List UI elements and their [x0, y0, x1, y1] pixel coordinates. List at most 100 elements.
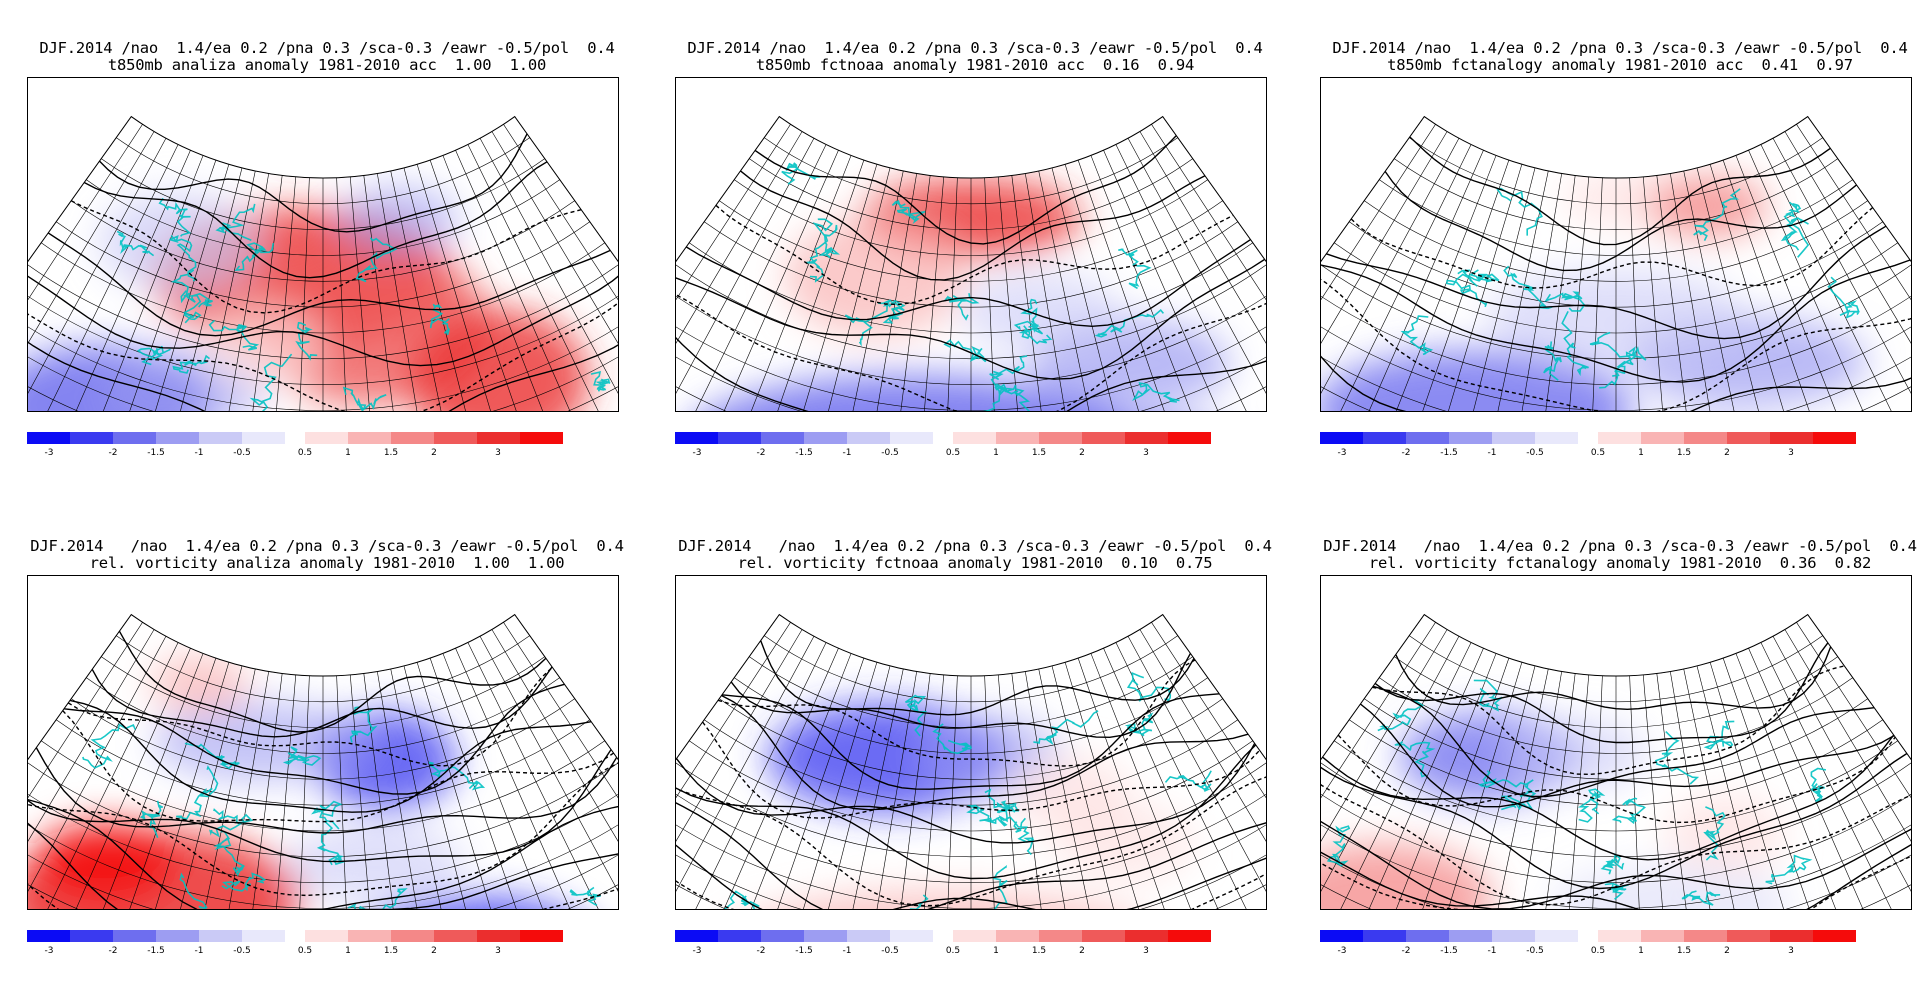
colorbar-tick-label: -1 — [1487, 946, 1497, 956]
contour-line — [1321, 826, 1911, 909]
colorbar-tick-label: 1 — [1638, 946, 1644, 956]
colorbar: -3 -2 -1.5 -1 -0.5 0.5 1 1.5 2 3 — [675, 930, 1265, 956]
colorbar-tick-label: 2 — [431, 448, 437, 458]
colorbar-swatch — [1641, 930, 1684, 942]
parallel — [764, 137, 1178, 205]
map-panel: DJF.2014 /nao 1.4/ea 0.2 /pna 0.3 /sca-0… — [27, 40, 627, 480]
map-plot — [676, 613, 1266, 909]
colorbar-swatch — [1770, 432, 1813, 444]
parallel — [749, 158, 1193, 230]
panel-title-line1: DJF.2014 /nao 1.4/ea 0.2 /pna 0.3 /sca-0… — [1332, 39, 1908, 57]
colorbar-swatch — [1492, 432, 1535, 444]
contour-line — [676, 743, 1256, 844]
anomaly-blob — [284, 823, 465, 904]
parallel — [1349, 221, 1883, 308]
contour-line — [1409, 136, 1831, 246]
coastline — [891, 199, 926, 225]
coastline — [812, 218, 840, 259]
coastline — [1561, 311, 1589, 377]
colorbar-swatch — [1168, 432, 1211, 444]
colorbar-swatch — [1598, 930, 1641, 942]
colorbar-tick-label: -0.5 — [233, 946, 251, 956]
contour-line — [28, 270, 618, 367]
colorbar-swatch — [27, 432, 70, 444]
coastline — [342, 386, 387, 411]
colorbar-tick-label: 3 — [1143, 946, 1149, 956]
colorbar-swatch — [1535, 432, 1578, 444]
map-plot — [28, 115, 618, 411]
coastline — [169, 234, 198, 282]
coastline — [249, 353, 293, 411]
anomaly-blob — [1321, 843, 1493, 909]
colorbar-swatch — [847, 930, 890, 942]
colorbar-tick-label: 2 — [431, 946, 437, 956]
coastline — [221, 872, 266, 892]
anomaly-blob — [409, 309, 590, 411]
map-sector — [676, 614, 1266, 909]
colorbar-swatch — [1406, 930, 1449, 942]
contour-line — [69, 699, 592, 813]
sector-outline — [1321, 115, 1911, 263]
colorbar-tick-label: -1.5 — [1440, 448, 1458, 458]
colorbar-tick-label: -2 — [1401, 946, 1411, 956]
colorbar-tick-label: -2 — [1401, 448, 1411, 458]
colorbar-swatch — [675, 432, 718, 444]
colorbar-swatch — [1598, 432, 1641, 444]
colorbar-swatch — [477, 930, 520, 942]
contour-lines — [676, 640, 1266, 909]
contour-lines — [28, 133, 618, 411]
parallel — [676, 305, 1266, 411]
anomaly-blob — [34, 821, 175, 902]
map-frame — [1320, 77, 1912, 412]
colorbar-tick-label: 3 — [1788, 946, 1794, 956]
contour-line — [63, 683, 565, 795]
map-sector — [28, 614, 618, 909]
coastline — [1703, 806, 1726, 861]
colorbar-tick-label: 1.5 — [1031, 448, 1047, 458]
colorbar-tick-label: 0.5 — [297, 448, 313, 458]
coastline — [1693, 188, 1741, 241]
parallel — [676, 284, 1266, 385]
panel-title-line2: t850mb fctanalogy anomaly 1981-2010 acc … — [1387, 56, 1853, 74]
parallel — [734, 179, 1208, 256]
anomaly-blob — [153, 701, 374, 782]
colorbar: -3 -2 -1.5 -1 -0.5 0.5 1 1.5 2 3 — [1320, 432, 1910, 458]
map-panel: DJF.2014 /nao 1.4/ea 0.2 /pna 0.3 /sca-0… — [1320, 538, 1920, 978]
contour-line — [28, 286, 618, 411]
parallel — [676, 761, 1266, 858]
coastline — [1473, 679, 1503, 712]
colorbar-swatch — [675, 930, 718, 942]
colorbar-swatch — [305, 930, 348, 942]
colorbar-swatch — [113, 930, 156, 942]
colorbar-tick-label: -1.5 — [147, 946, 165, 956]
anomaly-shading — [28, 185, 590, 411]
contour-line — [1321, 273, 1911, 411]
map-panel: DJF.2014 /nao 1.4/ea 0.2 /pna 0.3 /sca-0… — [27, 538, 627, 978]
coastline — [1164, 770, 1212, 792]
colorbar-tick-label: 3 — [1143, 448, 1149, 458]
coastline — [311, 800, 343, 830]
coastline — [1496, 187, 1543, 236]
parallel — [28, 347, 618, 411]
contour-line — [1321, 308, 1911, 411]
coastline — [213, 830, 245, 877]
parallel — [1321, 305, 1911, 411]
coastline — [180, 290, 202, 324]
coastline — [234, 242, 275, 272]
parallel — [676, 347, 1266, 411]
coastline — [1033, 710, 1099, 746]
parallel — [116, 137, 530, 205]
sector-outline — [28, 115, 618, 263]
contour-line — [67, 666, 553, 767]
colorbar-swatch — [199, 930, 242, 942]
colorbar-swatch — [1168, 930, 1211, 942]
colorbar: -3 -2 -1.5 -1 -0.5 0.5 1 1.5 2 3 — [675, 432, 1265, 458]
colorbar-tick-label: 1 — [345, 946, 351, 956]
colorbar-swatch — [391, 930, 434, 942]
coastline — [1400, 315, 1434, 356]
coastline — [176, 872, 208, 909]
map-panel: DJF.2014 /nao 1.4/ea 0.2 /pna 0.3 /sca-0… — [675, 40, 1275, 480]
coastline — [349, 706, 378, 743]
colorbar-swatch — [477, 432, 520, 444]
contour-line — [1350, 206, 1874, 289]
